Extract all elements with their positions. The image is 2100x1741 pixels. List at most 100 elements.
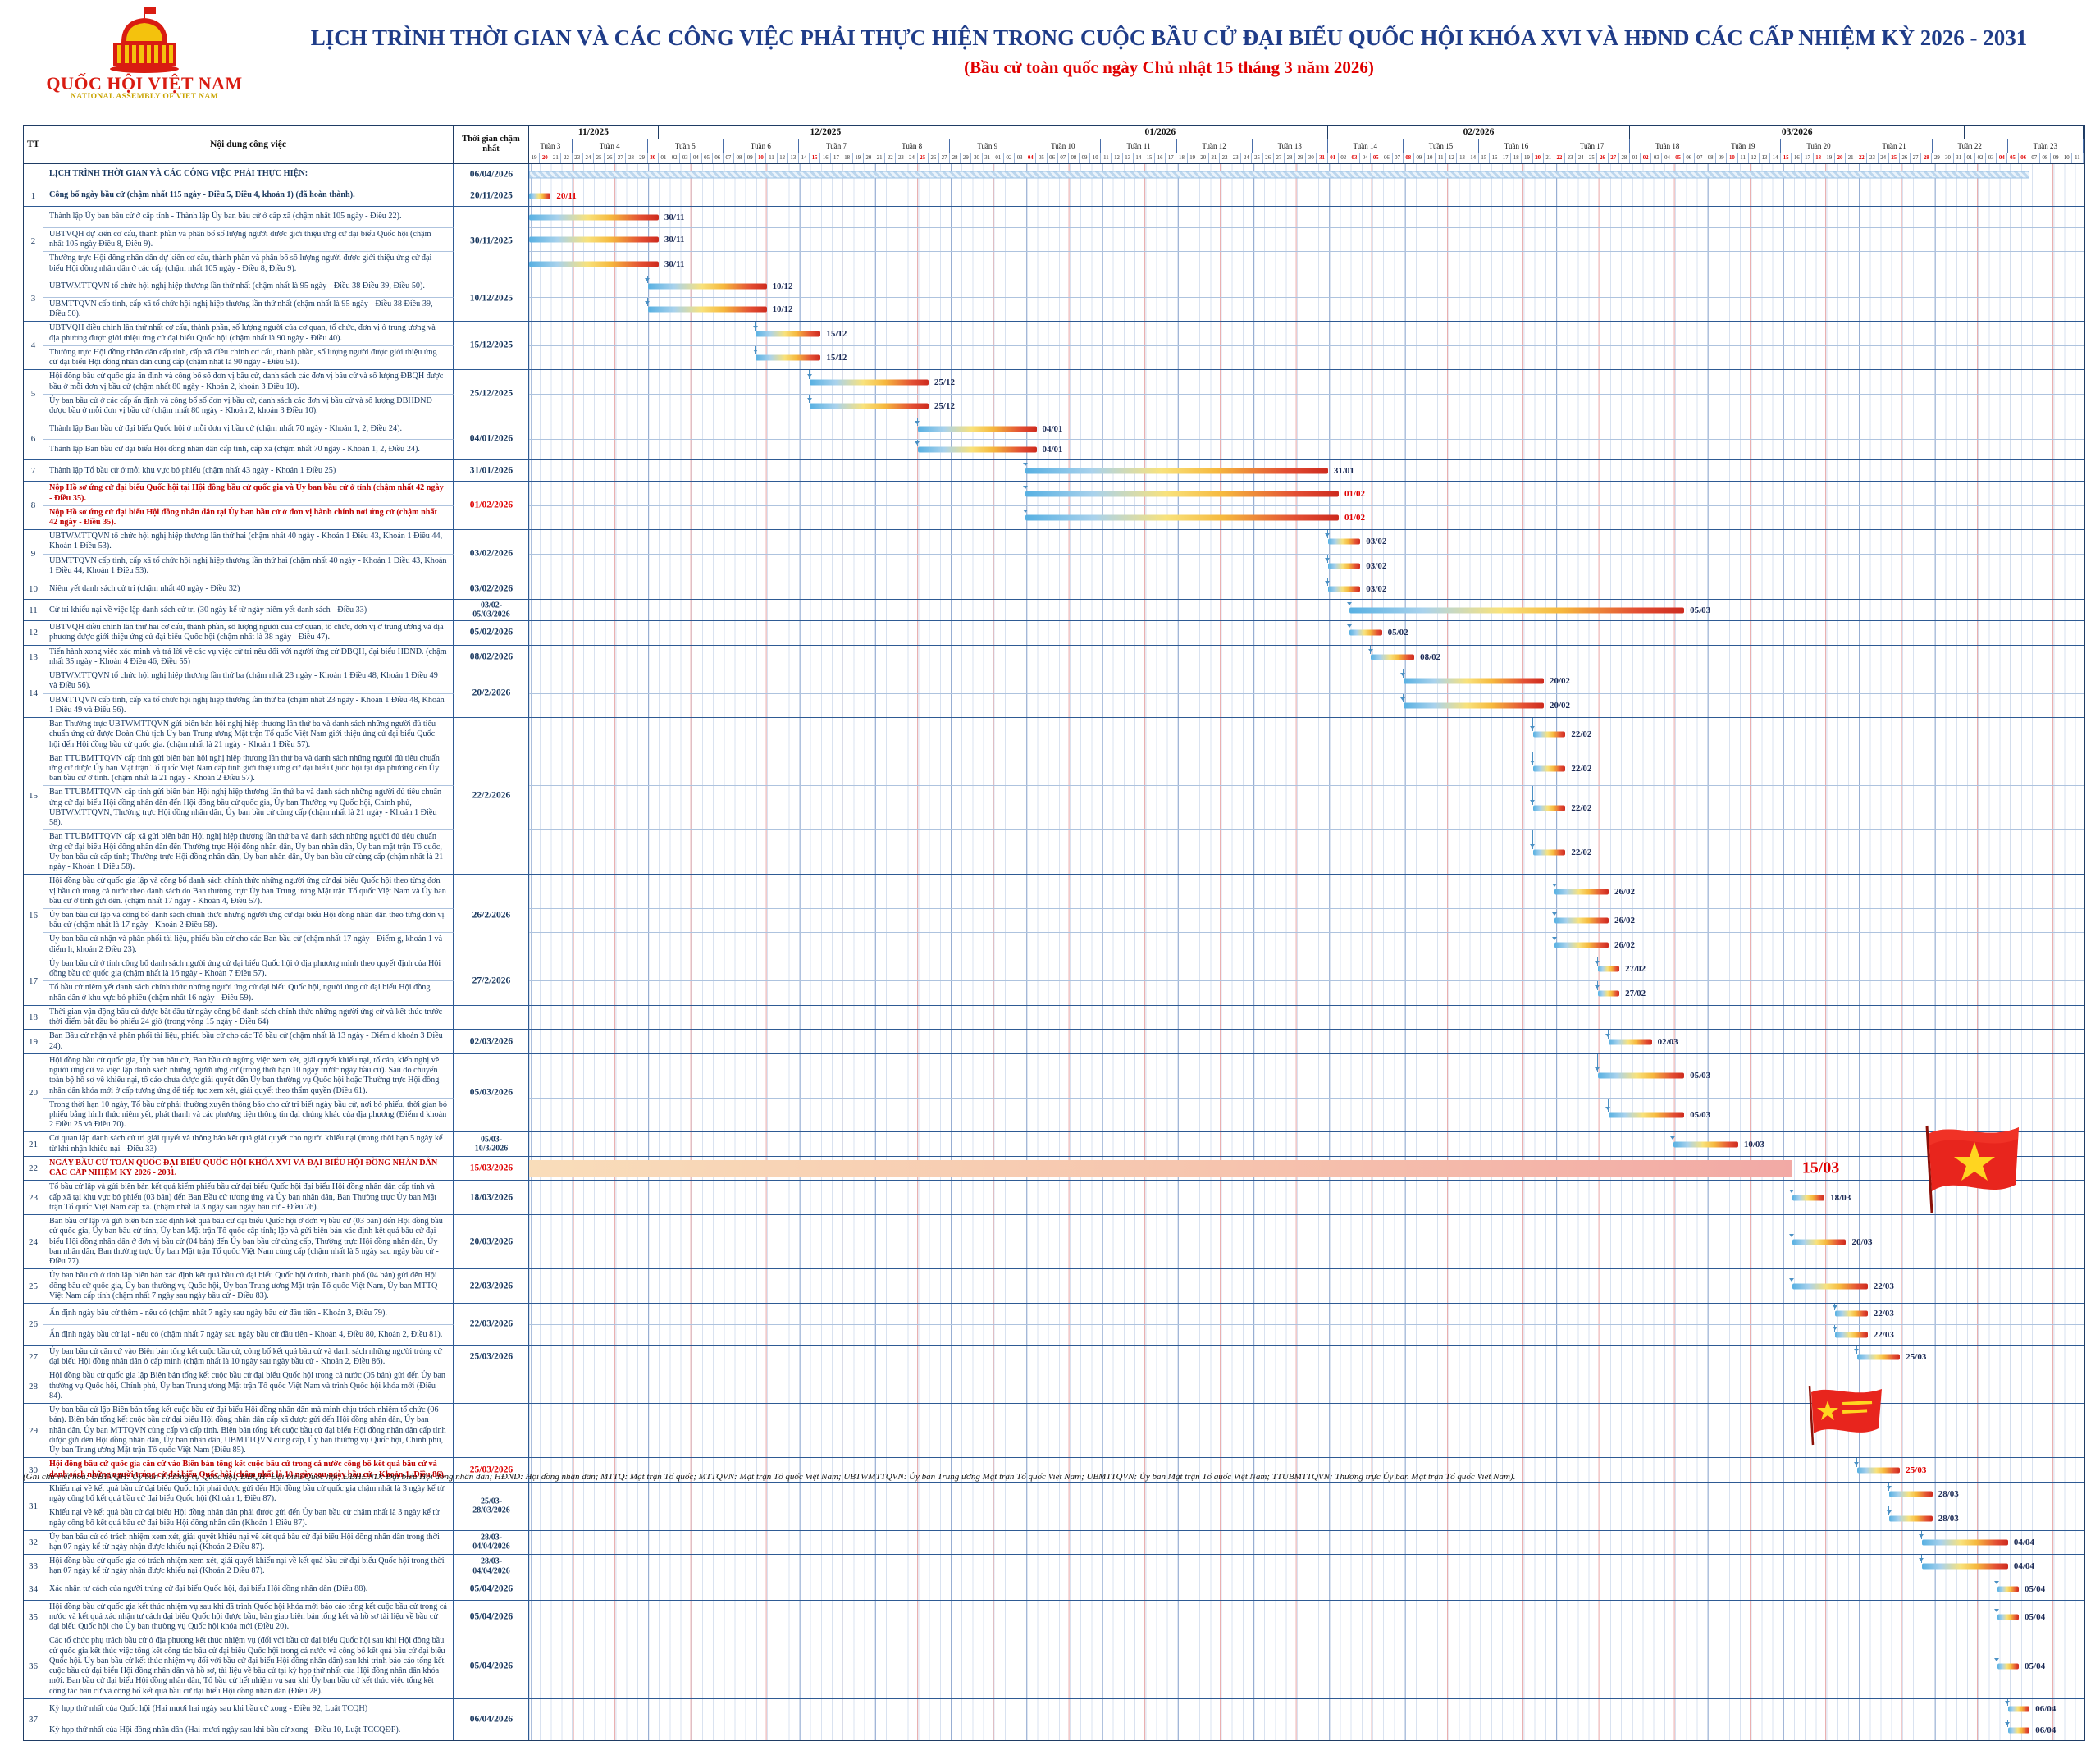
bar-date-label: 10/03 [1743,1139,1764,1149]
day-cell: 20 [540,153,551,163]
timeline-cell: 03/02 [529,553,2084,578]
day-cell: 16 [820,153,832,163]
timeline-cell: 22/03 [529,1323,2084,1345]
gantt-bar [1608,1039,1652,1045]
day-cell: 13 [1123,153,1134,163]
day-cell: 06 [1048,153,1058,163]
gantt-bar [756,331,821,337]
task-subrow: UBTWMTTQVN tổ chức hội nghị hiệp thương … [43,530,2084,554]
month-cell: 12/2025 [659,126,993,139]
week-cell: Tuần 14 [1328,139,1404,153]
timeline-cell: 15/03 [529,1125,2084,1213]
day-cell: 09 [1716,153,1728,163]
task-text: Thành lập Ban bầu cử đại biểu Quốc hội ở… [49,423,403,433]
day-cell: 10 [1425,153,1436,163]
timeline-cell: 30/11 [529,207,2084,227]
timeline-cell [529,1005,2084,1030]
deadline-cell [454,1369,529,1404]
dependency-connector-arrow [1854,1458,1860,1467]
deadline-cell [454,1053,529,1098]
task-text: UBTWMTTQVN tổ chức hội nghị hiệp thương … [49,281,425,291]
task-subrow: Niêm yết danh sách cử tri (chậm nhất 40 … [43,578,2084,600]
weeks-row: Tuần 3 Tuần 4 Tuần 5 Tuần 6 Tuần 7 Tuần 8 Tuần… [529,139,2084,153]
day-cell: 23 [1565,153,1577,163]
day-cell: 03 [680,153,692,163]
timeline-cell: 10/12 [529,296,2084,322]
timeline-cell: 25/12 [529,393,2084,418]
task-text: Khiếu nại về kết quả bầu cử đại biểu Quố… [49,1483,445,1504]
gantt-bar [1327,586,1361,592]
row-number: 4 [24,322,43,370]
table-body: LỊCH TRÌNH THỜI GIAN VÀ CÁC CÔNG VIỆC PH… [24,164,2084,1740]
week-cell: Tuần 19 [1705,139,1782,153]
deadline-cell [454,345,529,370]
bar-date-label: 03/02 [1366,537,1387,547]
dependency-connector-arrow [1325,530,1331,539]
day-cell: 27 [1911,153,1922,163]
task-text: Ban Thường trực UBTWMTTQVN gửi biên bản … [49,720,436,749]
table-row: 5 Hội đồng bầu cử quốc gia ấn định và côn… [24,369,2084,418]
national-assembly-logo: QUỐC HỘI VIỆT NAM NATIONAL ASSEMBLY OF V… [21,5,267,101]
dependency-connector-arrow [752,345,758,355]
bar-date-label: 20/02 [1550,700,1571,711]
day-cell: 25 [1586,153,1598,163]
bar-date-label: 22/03 [1873,1281,1894,1291]
deadline-value: 15/03/2026 [469,1163,514,1173]
deadline-cell [454,669,529,693]
task-text: Ban TTUBMTTQVN cấp tỉnh gửi biên bản hội… [49,753,440,784]
task-subrow: Kỳ họp thứ nhất của Quốc hội (Hai mươi h… [43,1698,2084,1720]
task-text: LỊCH TRÌNH THỜI GIAN VÀ CÁC CÔNG VIỆC PH… [49,169,308,179]
dependency-connector-arrow [1595,957,1600,966]
timeline-cell: 05/04 [529,1579,2084,1600]
deadline-value: 20/11/2025 [470,190,513,200]
table-row: 15 Ban Thường trực UBTWMTTQVN gửi biên bả… [24,717,2084,875]
deadline-value: 05/02/2026 [469,627,514,637]
deadline-cell [454,621,529,645]
dependency-connector-arrow [1595,981,1600,990]
table-row: 30 Hội đồng bầu cử quốc gia căn cứ vào Bi… [24,1457,2084,1482]
day-cell: 30 [1942,153,1954,163]
deadline-cell [454,1323,529,1345]
timeline-cell: 22/02 [529,785,2084,830]
deadline-value: 08/02/2026 [469,651,514,662]
task-subrow: Hội đồng bầu cử quốc gia ấn định và công… [43,370,2084,394]
day-cell: 25 [918,153,929,163]
deadline-value: 02/03/2026 [469,1035,514,1046]
dependency-connector-arrow [645,276,651,284]
gantt-bar [1025,514,1339,521]
row-number: 12 [24,621,43,645]
row-number: 19 [24,1030,43,1053]
day-cell: 25 [594,153,605,163]
task-subrow: UBMTTQVN cấp tỉnh, cấp xã tổ chức hội ng… [43,553,2084,578]
task-text: Hội đồng bầu cử quốc gia ấn định và công… [49,372,444,391]
row-number: 28 [24,1369,43,1404]
table-row: 35 Hội đồng bầu cử quốc gia kết thúc nhiệ… [24,1599,2084,1634]
task-text: Niêm yết danh sách cử tri (chậm nhất 40 … [49,583,240,593]
gantt-bar [917,446,1037,453]
timeline-cell: 25/12 [529,370,2084,394]
dependency-connector-arrow [1595,1053,1600,1073]
table-row: 11 Cử tri khiếu nại về việc lập danh sách… [24,599,2084,621]
deadline-cell [454,1030,529,1053]
day-cell: 29 [1932,153,1943,163]
task-subrow: Ban Thường trực UBTWMTTQVN gửi biên bản … [43,718,2084,752]
task-text: UBMTTQVN cấp tỉnh, cấp xã tổ chức hội ng… [49,555,447,575]
dependency-connector-arrow [1832,1324,1838,1332]
bar-date-label: 22/02 [1571,729,1592,740]
task-text: UBMTTQVN cấp tỉnh, cấp xã tổ chức hội ng… [49,695,445,715]
bar-date-label: 27/02 [1625,964,1646,975]
bar-date-label: 05/03 [1690,1110,1711,1121]
deadline-cell [454,829,529,875]
table-row: 25 Ủy ban bầu cử ở tỉnh lập biên bản xác … [24,1268,2084,1303]
day-cell: 21 [874,153,886,163]
task-text: Thành lập Tổ bầu cử ở mỗi khu vực bỏ phi… [49,465,336,475]
table-row: 28 Hội đồng bầu cử quốc gia lập Biên bản … [24,1369,2084,1404]
task-subrow: UBTVQH điều chỉnh lần thứ hai cơ cấu, th… [43,621,2084,645]
gantt-bar [1327,538,1361,545]
task-subrow: Hội đồng bầu cử quốc gia lập Biên bản tổ… [43,1369,2084,1404]
task-subrow: Nộp Hồ sơ ứng cử đại biểu Hội đồng nhân … [43,505,2084,530]
bar-date-label: 10/12 [772,304,793,315]
task-subrow: Ủy ban bầu cử nhận và phân phối tài liệu… [43,932,2084,957]
bar-date-label: 01/02 [1344,512,1366,523]
row-number: 27 [24,1345,43,1369]
